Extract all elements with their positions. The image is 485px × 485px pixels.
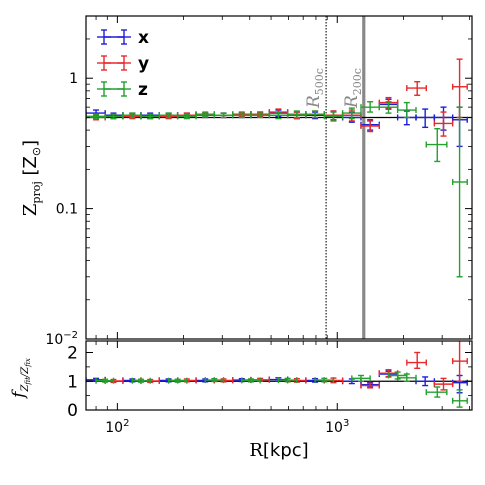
xtick-label-1000: 103 bbox=[325, 418, 349, 436]
errorbar-top-z-19 bbox=[451, 106, 468, 278]
errorbar-top-x-18 bbox=[415, 108, 436, 129]
errorbar-top-z-14 bbox=[341, 107, 362, 120]
errorbar-bottom-z-0 bbox=[95, 377, 115, 384]
errorbar-bottom-z-11 bbox=[451, 389, 468, 408]
errorbar-bottom-y-7 bbox=[360, 382, 380, 389]
ytick-label-top-0.1: 0.1 bbox=[56, 202, 78, 218]
errorbar-top-y-18 bbox=[433, 111, 454, 137]
errorbar-bottom-z-5 bbox=[277, 377, 298, 384]
errorbar-bottom-y-9 bbox=[406, 351, 427, 370]
legend-marker-z bbox=[97, 81, 131, 97]
top-panel: R500c R200c 10−2 0.1 1 Zproj [Z⊙] xyz bbox=[20, 15, 473, 348]
errorbar-bottom-x-10 bbox=[415, 376, 436, 387]
series-bottom-y bbox=[104, 341, 468, 391]
legend-label-y: y bbox=[138, 54, 149, 74]
errorbar-bottom-z-9 bbox=[396, 373, 417, 382]
errorbar-top-z-1 bbox=[104, 113, 124, 120]
bottom-axes-frame bbox=[85, 340, 473, 411]
errorbar-top-z-15 bbox=[360, 101, 380, 113]
ytick-label-bottom-2: 2 bbox=[67, 344, 78, 364]
errorbar-top-z-11 bbox=[286, 110, 307, 119]
xtick-label-100: 102 bbox=[105, 418, 129, 436]
errorbar-top-z-5 bbox=[176, 113, 197, 120]
errorbar-top-y-15 bbox=[360, 120, 380, 133]
xlabel: R[kpc] bbox=[249, 440, 308, 461]
top-axes-frame bbox=[85, 15, 473, 340]
ytick-label-bottom-1: 1 bbox=[67, 372, 78, 392]
errorbar-bottom-z-7 bbox=[351, 374, 371, 382]
errorbar-top-z-2 bbox=[122, 112, 142, 119]
errorbar-bottom-z-10 bbox=[425, 386, 448, 398]
errorbar-top-z-16 bbox=[378, 101, 399, 114]
errorbar-top-z-6 bbox=[195, 111, 216, 118]
ytick-label-top-1: 1 bbox=[69, 71, 78, 87]
series-bottom-z bbox=[95, 371, 468, 408]
ytick-label-bottom-0: 0 bbox=[67, 401, 78, 421]
errorbar-top-y-17 bbox=[406, 81, 427, 96]
errorbar-top-z-13 bbox=[323, 111, 344, 122]
legend: xyz bbox=[97, 28, 149, 100]
series-top-x bbox=[86, 98, 468, 148]
errorbar-bottom-z-2 bbox=[167, 377, 188, 384]
bottom-panel: 102 103 0 1 2 fZfit/Zfix R[kpc] bbox=[9, 340, 473, 461]
legend-marker-y bbox=[97, 55, 131, 71]
legend-label-z: z bbox=[138, 80, 148, 100]
errorbar-bottom-z-3 bbox=[204, 377, 225, 384]
errorbar-top-z-4 bbox=[158, 112, 179, 119]
errorbar-top-z-17 bbox=[396, 101, 417, 119]
ytick-label-top-0.01: 10−2 bbox=[45, 330, 78, 348]
errorbar-top-z-12 bbox=[305, 110, 325, 119]
errorbar-top-z-3 bbox=[140, 113, 160, 120]
errorbar-bottom-z-4 bbox=[241, 377, 261, 384]
legend-marker-x bbox=[97, 29, 131, 45]
errorbar-bottom-z-6 bbox=[314, 377, 335, 384]
vline-label-200c: R200c bbox=[342, 68, 364, 109]
errorbar-top-z-0 bbox=[86, 113, 106, 120]
errorbar-bottom-y-11 bbox=[451, 341, 468, 382]
errorbar-bottom-z-1 bbox=[131, 377, 151, 384]
vline-label-500c: R500c bbox=[304, 68, 326, 109]
ylabel-top: Zproj [Z⊙] bbox=[20, 140, 43, 216]
errorbar-bottom-y-10 bbox=[433, 377, 454, 391]
errorbar-top-z-18 bbox=[425, 128, 448, 163]
ylabel-bottom: fZfit/Zfix bbox=[9, 358, 32, 400]
legend-label-x: x bbox=[138, 28, 149, 48]
series-top-z bbox=[86, 101, 468, 278]
